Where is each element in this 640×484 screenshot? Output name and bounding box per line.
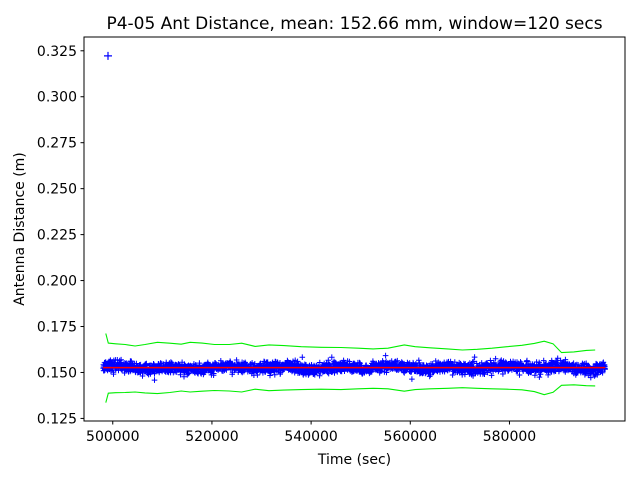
data-series: [100, 51, 608, 403]
upper-envelope-line: [105, 333, 596, 354]
outlier-point-marker: [104, 51, 112, 60]
y-axis-ticks: 0.125 0.150 0.175 0.200 0.225 0.250 0.275 0.300…: [37, 44, 84, 427]
y-tick-label: 0.225: [37, 228, 77, 244]
y-tick-label: 0.250: [37, 182, 77, 198]
x-tick-label: 500000: [86, 429, 139, 445]
y-tick-label: 0.200: [37, 274, 77, 290]
x-tick-label: 540000: [284, 429, 337, 445]
plot-background: [84, 37, 625, 421]
lower-envelope-line: [105, 384, 596, 403]
y-axis-label: Antenna Distance (m): [12, 152, 28, 306]
y-tick-label: 0.150: [37, 365, 77, 381]
x-axis-label: Time (sec): [317, 452, 391, 468]
x-axis-ticks: 500000 520000 540000 560000 580000: [86, 421, 536, 445]
x-tick-label: 520000: [185, 429, 238, 445]
x-tick-label: 580000: [483, 429, 536, 445]
y-tick-label: 0.125: [37, 411, 77, 427]
y-tick-label: 0.325: [37, 44, 77, 60]
y-tick-label: 0.175: [37, 320, 77, 336]
y-tick-label: 0.300: [37, 90, 77, 106]
axes-spines: [83, 36, 626, 422]
x-tick-label: 560000: [384, 429, 437, 445]
y-tick-label: 0.275: [37, 136, 77, 152]
chart-title: P4-05 Ant Distance, mean: 152.66 mm, win…: [106, 14, 602, 34]
